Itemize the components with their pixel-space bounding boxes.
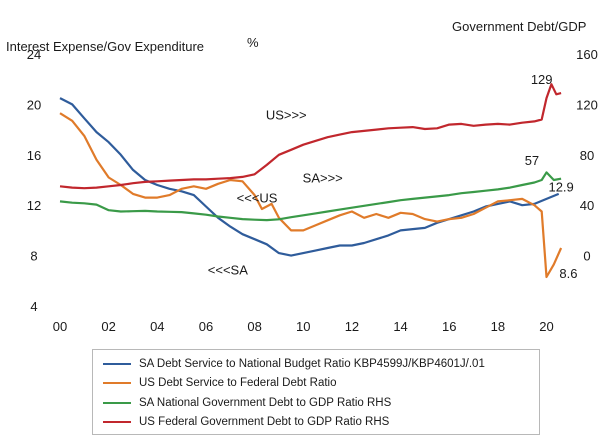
legend-label: US Debt Service to Federal Debt Ratio (139, 377, 337, 389)
legend-item-us-debt-service: US Debt Service to Federal Debt Ratio (103, 374, 337, 392)
left-tick-label: 20 (27, 97, 41, 112)
legend-swatch (103, 363, 131, 365)
legend-label: SA Debt Service to National Budget Ratio… (139, 358, 485, 370)
right-tick-label: 0 (583, 249, 590, 264)
legend-swatch (103, 382, 131, 384)
x-tick-label: 12 (345, 319, 359, 334)
x-tick-label: 10 (296, 319, 310, 334)
x-tick-label: 02 (101, 319, 115, 334)
x-tick-label: 18 (491, 319, 505, 334)
annotation-label: 129 (531, 72, 553, 87)
x-tick-label: 06 (199, 319, 213, 334)
left-tick-label: 16 (27, 148, 41, 163)
annotation-label: US>>> (266, 107, 307, 122)
series-lines (59, 83, 563, 279)
legend-item-sa-debt-service: SA Debt Service to National Budget Ratio… (103, 355, 485, 373)
annotation-label: <<<SA (208, 262, 248, 277)
right-tick-label: 160 (576, 47, 598, 62)
left-tick-label: 24 (27, 47, 41, 62)
annotation-label: <<<US (237, 191, 278, 206)
right-tick-label: 80 (580, 148, 594, 163)
left-axis-ticks: 4 8 12 16 20 24 (27, 47, 41, 314)
x-axis-ticks: 00 02 04 06 08 10 12 14 16 18 20 (53, 319, 554, 334)
legend-label: SA National Government Debt to GDP Ratio… (139, 397, 392, 409)
series-line-0 (59, 97, 560, 257)
legend-swatch (103, 402, 131, 404)
x-tick-label: 00 (53, 319, 67, 334)
annotation-label: 12.9 (548, 179, 573, 194)
x-tick-label: 04 (150, 319, 164, 334)
x-tick-label: 14 (393, 319, 407, 334)
legend-label: US Federal Government Debt to GDP Ratio … (139, 416, 390, 428)
left-tick-label: 8 (30, 249, 37, 264)
left-tick-label: 4 (30, 299, 37, 314)
legend-item-sa-gov-debt: SA National Government Debt to GDP Ratio… (103, 394, 391, 412)
right-tick-label: 120 (576, 97, 598, 112)
series-line-3 (59, 83, 562, 190)
annotation-label: SA>>> (303, 170, 343, 185)
x-tick-label: 08 (247, 319, 261, 334)
annotations: US>>> SA>>> <<<US <<<SA 129 57 12.9 8.6 (208, 72, 578, 281)
legend: SA Debt Service to National Budget Ratio… (92, 349, 540, 435)
legend-swatch (103, 421, 131, 423)
x-tick-label: 20 (539, 319, 553, 334)
annotation-label: 8.6 (559, 266, 577, 281)
x-tick-label: 16 (442, 319, 456, 334)
right-axis-ticks: 0 40 80 120 160 (576, 47, 598, 264)
legend-item-us-federal-debt: US Federal Government Debt to GDP Ratio … (103, 413, 389, 431)
left-tick-label: 12 (27, 198, 41, 213)
right-axis-title: Government Debt/GDP (452, 19, 586, 34)
right-tick-label: 40 (580, 198, 594, 213)
series-line-2 (59, 171, 562, 222)
series-line-1 (59, 112, 563, 279)
left-axis-title: Interest Expense/Gov Expenditure (6, 39, 204, 54)
left-axis-unit: % (247, 35, 259, 50)
annotation-label: 57 (525, 153, 539, 168)
